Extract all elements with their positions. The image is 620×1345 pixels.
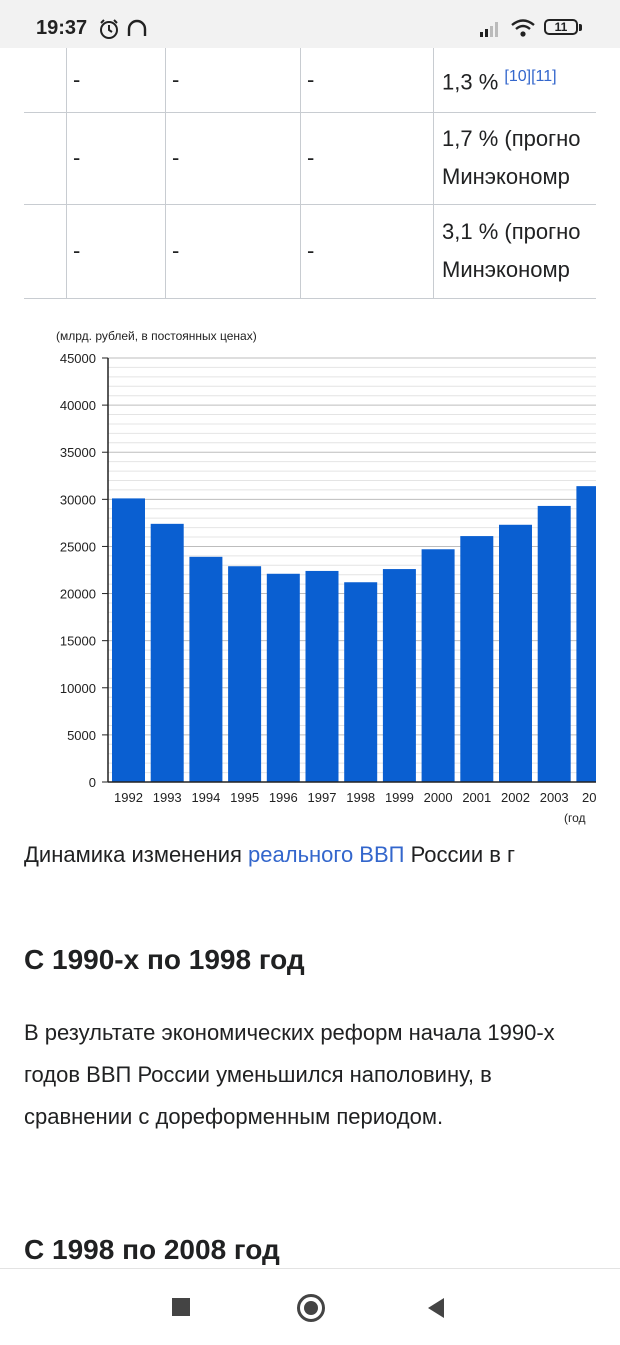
bar-200 bbox=[576, 486, 596, 782]
navigation-bar bbox=[0, 1268, 620, 1345]
table-cell bbox=[24, 204, 67, 299]
x-tick-label: 2001 bbox=[462, 790, 491, 805]
table-cell-value: 3,1 % (прогно Минэкономр bbox=[433, 204, 596, 299]
y-tick-label: 30000 bbox=[60, 492, 96, 507]
y-tick-label: 10000 bbox=[60, 681, 96, 696]
value-note: Минэкономр bbox=[442, 257, 570, 282]
x-tick-label: 1993 bbox=[153, 790, 182, 805]
gdp-bar-chart: (млрд. рублей, в постоянных ценах) 0 5000 1… bbox=[56, 329, 596, 825]
table-cell: - bbox=[165, 204, 301, 299]
bar-2002 bbox=[499, 524, 532, 782]
x-tick-label: 2000 bbox=[424, 790, 453, 805]
x-tick-label: 1995 bbox=[230, 790, 259, 805]
reference-link[interactable]: [10][11] bbox=[504, 68, 557, 86]
bar-2003 bbox=[537, 505, 571, 782]
table-cell: - bbox=[66, 48, 166, 113]
recent-apps-button[interactable] bbox=[172, 1298, 190, 1316]
y-tick-label: 15000 bbox=[60, 634, 96, 649]
x-tick-label: 200 bbox=[582, 790, 596, 805]
caption-text: Динамика изменения bbox=[24, 842, 249, 867]
x-tick-label: 1996 bbox=[269, 790, 298, 805]
clock: 19:37 bbox=[36, 17, 88, 39]
table-cell-value: 1,7 % (прогно Минэкономр bbox=[433, 112, 596, 205]
gdp-chart[interactable]: (млрд. рублей, в постоянных ценах) 0 5000 1… bbox=[24, 316, 596, 828]
table-cell bbox=[24, 48, 67, 113]
alarm-icon bbox=[100, 19, 118, 39]
x-axis-label: (год bbox=[564, 811, 586, 825]
status-bar: 19:37 11 bbox=[0, 0, 620, 48]
x-tick-label: 2002 bbox=[501, 790, 530, 805]
real-gdp-link[interactable]: реального ВВП bbox=[248, 842, 405, 867]
battery-tip bbox=[579, 24, 582, 31]
wifi-icon bbox=[511, 19, 535, 37]
table-cell: - bbox=[165, 48, 301, 113]
x-tick-label: 1997 bbox=[308, 790, 337, 805]
home-dot bbox=[304, 1301, 318, 1315]
value-text: 1,3 % bbox=[442, 69, 499, 95]
bar-1996 bbox=[266, 573, 300, 782]
section-heading-1990s: С 1990-х по 1998 год bbox=[24, 944, 305, 975]
bar-1998 bbox=[344, 582, 378, 782]
x-tick-label: 2003 bbox=[540, 790, 569, 805]
bar-1995 bbox=[228, 566, 262, 782]
gdp-forecast-table: - - - 1,3 % [10][11] - - - 1,7 % (прогно… bbox=[24, 48, 596, 299]
value-text: 3,1 % (прогно bbox=[442, 219, 581, 244]
section-paragraph: В результате экономических реформ начала… bbox=[24, 1020, 555, 1129]
table-cell: - bbox=[165, 112, 301, 205]
bar-1994 bbox=[189, 556, 223, 782]
home-button[interactable] bbox=[297, 1294, 325, 1322]
table-cell: - bbox=[66, 112, 166, 205]
battery-level: 11 bbox=[554, 20, 568, 34]
table-row: - - - 1,3 % [10][11] bbox=[24, 48, 596, 113]
y-tick-label: 40000 bbox=[60, 398, 96, 413]
table-cell: - bbox=[300, 204, 434, 299]
table-cell: - bbox=[66, 204, 166, 299]
y-tick-label: 35000 bbox=[60, 445, 96, 460]
value-note: Минэкономр bbox=[442, 164, 570, 189]
table-cell: - bbox=[300, 112, 434, 205]
signal-icon bbox=[480, 22, 498, 37]
y-axis-label: (млрд. рублей, в постоянных ценах) bbox=[56, 329, 257, 343]
x-tick-label: 1998 bbox=[346, 790, 375, 805]
bar-2001 bbox=[460, 536, 494, 782]
y-tick-label: 25000 bbox=[60, 539, 96, 554]
chart-caption: Динамика изменения реального ВВП России … bbox=[24, 842, 596, 874]
headphones-icon bbox=[127, 19, 147, 36]
y-tick-label: 45000 bbox=[60, 351, 96, 366]
bar-1997 bbox=[305, 570, 339, 782]
table-cell: - bbox=[300, 48, 434, 113]
bar-2000 bbox=[421, 549, 455, 782]
table-cell bbox=[24, 112, 67, 205]
back-icon[interactable] bbox=[426, 1297, 446, 1319]
table-cell-value: 1,3 % [10][11] bbox=[433, 48, 596, 113]
x-tick-label: 1999 bbox=[385, 790, 414, 805]
bar-1993 bbox=[150, 523, 184, 782]
bar-1999 bbox=[382, 569, 416, 782]
section-heading-1998-2008: С 1998 по 2008 год bbox=[24, 1234, 280, 1265]
x-tick-label: 1992 bbox=[114, 790, 143, 805]
table-row: - - - 3,1 % (прогно Минэкономр bbox=[24, 204, 596, 299]
value-text: 1,7 % (прогно bbox=[442, 126, 581, 151]
caption-text-end: России в г bbox=[404, 842, 516, 867]
x-tick-label: 1994 bbox=[191, 790, 220, 805]
battery-icon: 11 bbox=[544, 19, 578, 35]
bar-1992 bbox=[112, 498, 145, 782]
y-tick-label: 20000 bbox=[60, 587, 96, 602]
table-row: - - - 1,7 % (прогно Минэкономр bbox=[24, 112, 596, 205]
y-tick-label: 0 bbox=[89, 775, 96, 790]
y-tick-label: 5000 bbox=[67, 728, 96, 743]
